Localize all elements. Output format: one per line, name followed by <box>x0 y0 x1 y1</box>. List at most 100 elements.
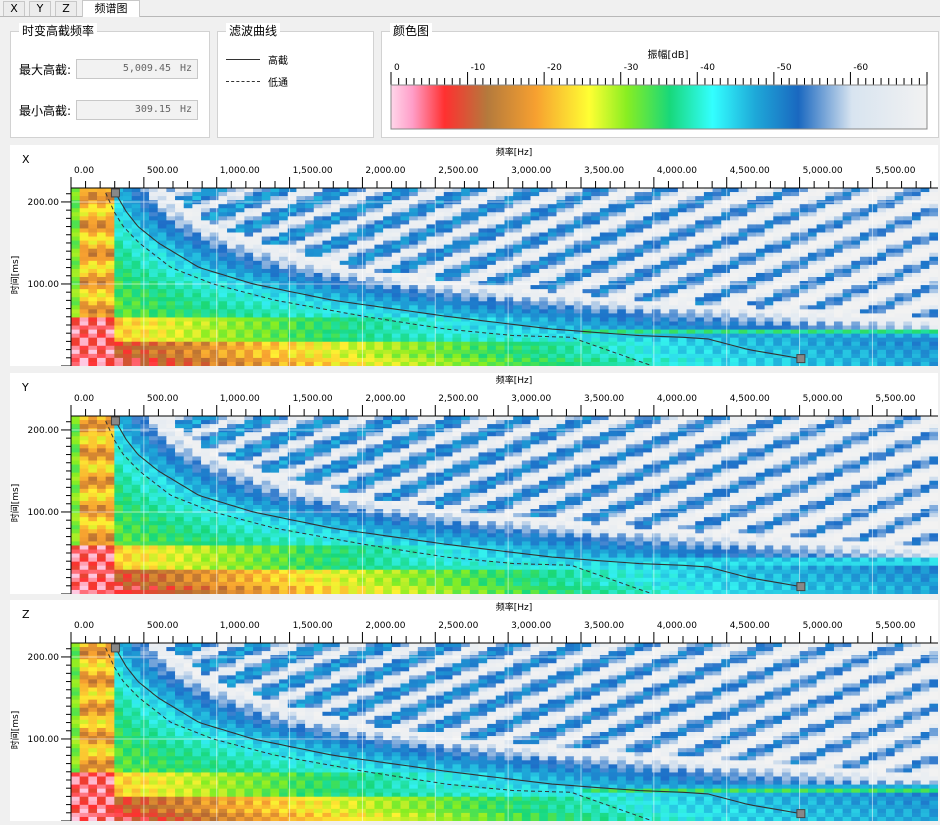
spectrogram-cell <box>166 424 175 428</box>
max-cutoff-field[interactable]: 5,009.45 Hz <box>76 59 198 79</box>
spectrogram-cell <box>513 326 522 330</box>
spectrogram-cell <box>531 216 540 220</box>
spectrogram-cell <box>747 257 756 261</box>
bottom-handle[interactable] <box>797 355 805 363</box>
spectrogram-cell <box>609 420 618 424</box>
spectrogram-cell <box>383 420 392 424</box>
spectrogram-cell <box>392 420 401 424</box>
spectrogram-cell <box>392 285 401 289</box>
spectrogram-cell <box>366 245 375 249</box>
tab-z[interactable]: Z <box>55 1 77 16</box>
spectrogram-cell <box>912 342 921 346</box>
spectrogram-cell <box>331 192 340 196</box>
spectrogram-cell <box>426 188 435 192</box>
spectrogram-cell <box>279 257 288 261</box>
spectrogram-cell <box>236 269 245 273</box>
spectrogram-cell <box>687 322 696 326</box>
spectrogram-cell <box>496 424 505 428</box>
tab-spectrogram[interactable]: 频谱图 <box>82 0 140 17</box>
spectrogram-cell <box>747 317 756 321</box>
min-cutoff-field[interactable]: 309.15 Hz <box>76 100 198 120</box>
spectrogram-cell <box>817 277 826 281</box>
spectrogram-cell <box>426 273 435 277</box>
spectrogram-cell <box>132 257 141 261</box>
spectrogram-cell <box>132 309 141 313</box>
spectrogram-cell <box>808 326 817 330</box>
spectrogram-cell <box>140 216 149 220</box>
spectrogram-cell <box>531 358 540 362</box>
spectrogram-cell <box>461 196 470 200</box>
spectrogram-cell <box>331 301 340 305</box>
spectrogram-cell <box>201 216 210 220</box>
top-handle[interactable] <box>111 189 119 197</box>
spectrogram-cell <box>106 249 115 253</box>
spectrogram-cell <box>877 317 886 321</box>
spectrogram-cell <box>669 269 678 273</box>
spectrogram-cell <box>669 245 678 249</box>
spectrogram-cell <box>895 313 904 317</box>
spectrogram-cell <box>565 192 574 196</box>
spectrogram-cell <box>895 261 904 265</box>
spectrogram-cell <box>513 338 522 342</box>
spectrogram-cell <box>314 253 323 257</box>
spectrogram-cell <box>418 317 427 321</box>
spectrogram-cell <box>210 204 219 208</box>
tab-x[interactable]: X <box>3 1 25 16</box>
spectrogram-cell <box>643 208 652 212</box>
spectrogram-cell <box>669 204 678 208</box>
spectrogram-cell <box>886 420 895 424</box>
spectrogram-cell <box>721 188 730 192</box>
spectrogram-cell <box>435 192 444 196</box>
spectrogram-cell <box>730 313 739 317</box>
spectrogram-cell <box>782 233 791 237</box>
spectrogram-cell <box>791 257 800 261</box>
spectrogram-cell <box>175 224 184 228</box>
spectrogram-cell <box>583 338 592 342</box>
spectrogram-cell <box>531 208 540 212</box>
spectrogram-cell <box>314 224 323 228</box>
spectrogram-cell <box>184 245 193 249</box>
spectrogram-cell <box>921 237 930 241</box>
spectrogram-cell <box>201 188 210 192</box>
spectrogram-cell <box>721 354 730 358</box>
spectrogram-cell <box>704 326 713 330</box>
spectrogram-cell <box>426 285 435 289</box>
tab-y[interactable]: Y <box>29 1 51 16</box>
spectrogram-cell <box>843 273 852 277</box>
spectrogram-cell <box>643 241 652 245</box>
spectrogram-cell <box>548 346 557 350</box>
spectrogram-cell <box>921 273 930 277</box>
spectrogram-cell <box>903 273 912 277</box>
y-axis-label: 时间[ms] <box>10 256 21 294</box>
spectrogram-cell <box>149 416 158 420</box>
spectrogram-cell <box>591 338 600 342</box>
spectrogram-cell <box>383 354 392 358</box>
spectrogram-cell <box>678 253 687 257</box>
spectrogram-cell <box>895 416 904 420</box>
spectrogram-cell <box>808 237 817 241</box>
spectrogram-cell <box>929 313 938 317</box>
spectrogram-cell <box>461 277 470 281</box>
spectrogram-cell <box>921 188 930 192</box>
spectrogram-cell <box>730 301 739 305</box>
spectrogram-cell <box>158 416 167 420</box>
spectrogram-cell <box>175 338 184 342</box>
spectrogram-cell <box>487 313 496 317</box>
spectrogram-cell <box>652 420 661 424</box>
spectrogram-cell <box>808 261 817 265</box>
spectrogram-cell <box>687 245 696 249</box>
spectrogram-cell <box>877 245 886 249</box>
spectrogram-cell <box>175 285 184 289</box>
spectrogram-cell <box>643 326 652 330</box>
spectrogram-cell <box>184 326 193 330</box>
spectrogram-cell <box>409 212 418 216</box>
colorbar-gradient <box>391 85 927 129</box>
spectrogram-cell <box>808 309 817 313</box>
spectrogram-cell <box>409 237 418 241</box>
spectrogram-cell <box>478 224 487 228</box>
spectrogram-cell <box>210 346 219 350</box>
spectrogram-cell <box>348 192 357 196</box>
spectrogram-cell <box>210 301 219 305</box>
spectrogram-cell <box>851 257 860 261</box>
spectrogram-cell <box>895 237 904 241</box>
